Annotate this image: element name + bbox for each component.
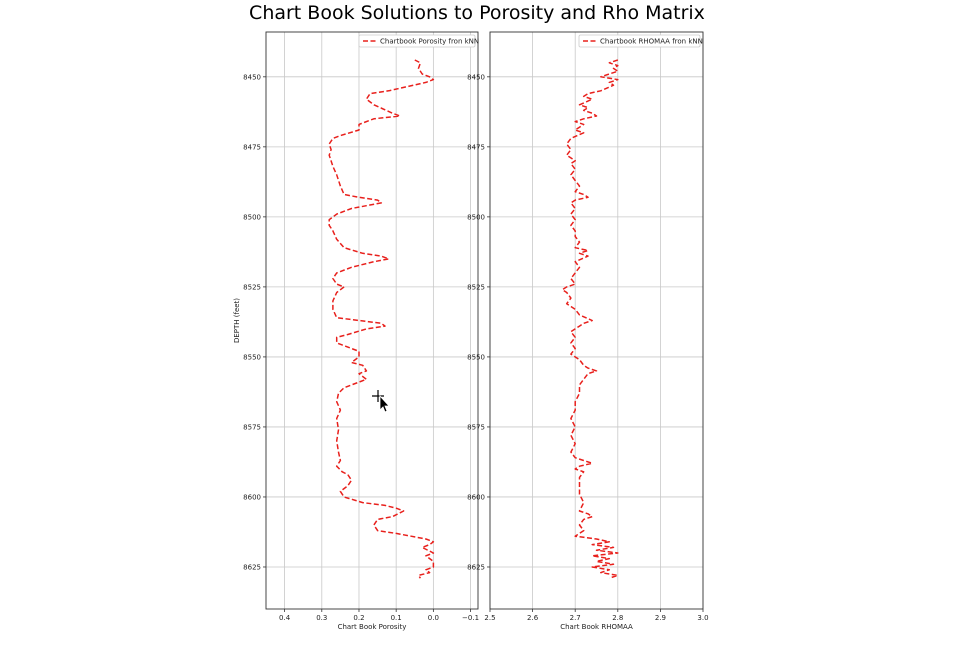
x-tick-label: 0.4 (279, 614, 291, 622)
y-axis-label: DEPTH (feet) (233, 298, 241, 343)
series-line (328, 59, 435, 579)
rhomaa-panel: 2.5 2.6 2.7 2.8 2.9 3.0 8450 8475 8500 8525 8550 85… (467, 31, 709, 631)
y-tick-label: 8600 (243, 493, 261, 501)
chart-title: Chart Book Solutions to Porosity and Rho… (249, 2, 705, 24)
y-tick-label: 8550 (467, 353, 485, 361)
y-tick-label: 8525 (243, 283, 261, 291)
x-tick-label: 2.8 (612, 614, 623, 622)
x-tick-label: 2.9 (655, 614, 666, 622)
y-tick-label: 8500 (243, 213, 261, 221)
legend-box (358, 34, 476, 48)
x-axis-label: Chart Book Porosity (338, 623, 407, 631)
plot-frame (265, 31, 479, 610)
x-tick-label: 3.0 (697, 614, 708, 622)
legend-label: Chartbook Porosity fron kNN (380, 37, 479, 45)
plot-frame (489, 31, 704, 610)
y-tick-label: 8625 (467, 563, 485, 571)
porosity-panel: 0.4 0.3 0.2 0.1 0.0 −0.1 8450 8475 8500 8525 8550 8… (233, 31, 479, 631)
y-tick-label: 8475 (467, 143, 485, 151)
y-tick-label: 8550 (243, 353, 261, 361)
y-tick-label: 8450 (243, 73, 261, 81)
x-axis-label: Chart Book RHOMAA (560, 623, 633, 631)
y-tick-label: 8575 (467, 423, 485, 431)
y-tick-label: 8600 (467, 493, 485, 501)
y-tick-label: 8625 (243, 563, 261, 571)
series-line (561, 59, 619, 579)
x-tick-label: −0.1 (462, 614, 479, 622)
x-tick-label: 0.3 (316, 614, 327, 622)
y-tick-label: 8525 (467, 283, 485, 291)
legend-box (578, 34, 701, 48)
y-tick-label: 8500 (467, 213, 485, 221)
y-tick-label: 8575 (243, 423, 261, 431)
y-tick-label: 8450 (467, 73, 485, 81)
x-tick-label: 0.2 (353, 614, 364, 622)
legend-label: Chartbook RHOMAA fron kNN (600, 37, 703, 45)
x-tick-label: 2.7 (570, 614, 581, 622)
x-tick-label: 0.1 (391, 614, 402, 622)
x-tick-label: 0.0 (428, 614, 439, 622)
y-tick-label: 8475 (243, 143, 261, 151)
x-tick-label: 2.6 (527, 614, 539, 622)
cursor-icon (372, 390, 390, 413)
x-tick-label: 2.5 (484, 614, 495, 622)
